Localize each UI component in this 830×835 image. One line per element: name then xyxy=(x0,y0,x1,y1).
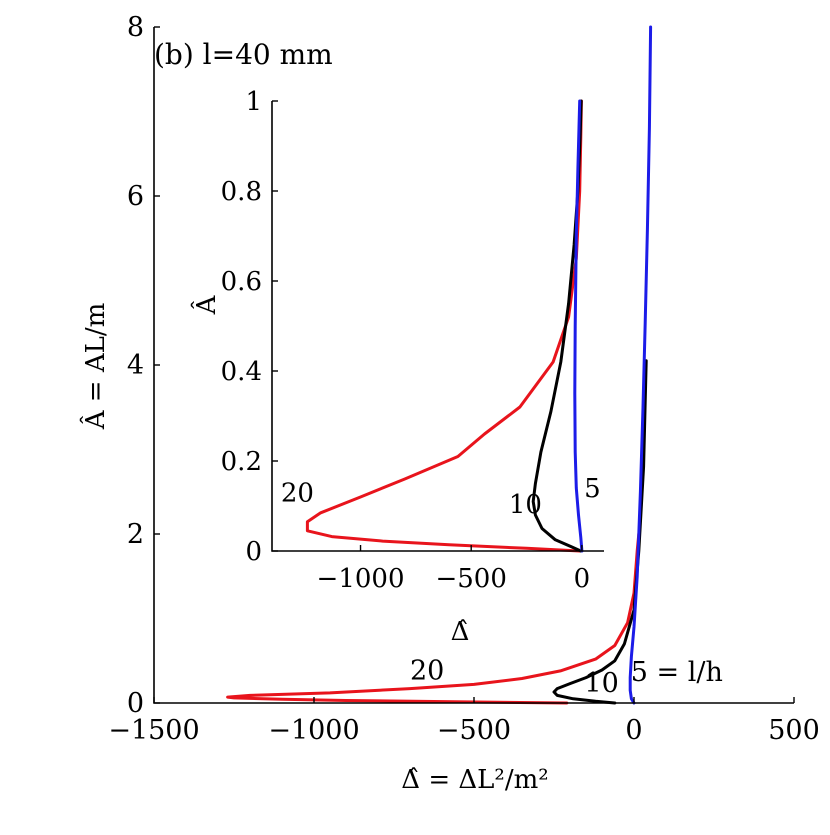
main-series-line-3 xyxy=(628,25,653,705)
inset-series-label-1: 20 xyxy=(281,479,314,509)
inset-series-group xyxy=(305,99,584,553)
inset-y-tick-label: 0.6 xyxy=(221,267,262,297)
inset-x-tick-label: −500 xyxy=(435,564,506,594)
main-x-tick-label: 500 xyxy=(768,715,820,746)
main-series-group xyxy=(226,25,653,705)
main-series-labels: 20 10 5 = l/h xyxy=(410,655,723,699)
inset-series-label-3: 5 xyxy=(584,474,601,504)
main-x-tick-label: −1000 xyxy=(268,715,359,746)
inset-x-tick-label: −1000 xyxy=(317,564,405,594)
main-y-tick-label: 2 xyxy=(127,519,144,550)
main-series-label-2: 10 xyxy=(584,668,618,699)
panel-label: (b) l=40 mm xyxy=(154,38,333,71)
main-x-tick-label: 0 xyxy=(625,715,642,746)
inset-y-ticks: 0 0.2 0.4 0.6 0.8 1 xyxy=(221,87,278,567)
inset-y-tick-label: 0.8 xyxy=(221,177,262,207)
inset-y-tick-label: 1 xyxy=(245,87,262,117)
main-x-ticks: −1500 −1000 −500 0 500 xyxy=(108,697,820,746)
inset-background xyxy=(272,100,604,552)
main-y-axis-label: Â = AL/m xyxy=(79,303,111,431)
main-series-line-1 xyxy=(226,532,641,705)
main-y-tick-label: 6 xyxy=(127,181,144,212)
inset-y-axis-label: Â xyxy=(190,294,222,315)
main-series-label-3: 5 = l/h xyxy=(631,657,723,688)
main-y-tick-label: 8 xyxy=(127,12,144,43)
main-x-tick-label: −500 xyxy=(437,715,511,746)
inset-x-tick-label: 0 xyxy=(574,564,591,594)
main-y-tick-label: 4 xyxy=(127,350,144,381)
main-y-tick-label: 0 xyxy=(127,688,144,719)
inset-plot: −1000 −500 0 0 0.2 0.4 0.6 0.8 1 20 10 5 Δ̂ Â xyxy=(190,87,604,647)
inset-y-tick-label: 0 xyxy=(245,537,262,567)
main-y-ticks: 0 2 4 6 8 xyxy=(127,12,160,719)
main-x-axis-label: Δ̂ = ΔL²/m² xyxy=(401,765,548,795)
inset-series-line-3 xyxy=(573,99,584,553)
inset-y-tick-label: 0.4 xyxy=(221,357,262,387)
inset-y-tick-label: 0.2 xyxy=(221,447,262,477)
inset-series-label-2: 10 xyxy=(509,490,542,520)
main-x-tick-label: −1500 xyxy=(108,715,199,746)
main-series-label-1: 20 xyxy=(410,655,444,686)
inset-series-labels: 20 10 5 xyxy=(281,474,601,520)
inset-x-axis-label: Δ̂ xyxy=(451,617,470,647)
inset-x-ticks: −1000 −500 0 xyxy=(317,545,591,594)
